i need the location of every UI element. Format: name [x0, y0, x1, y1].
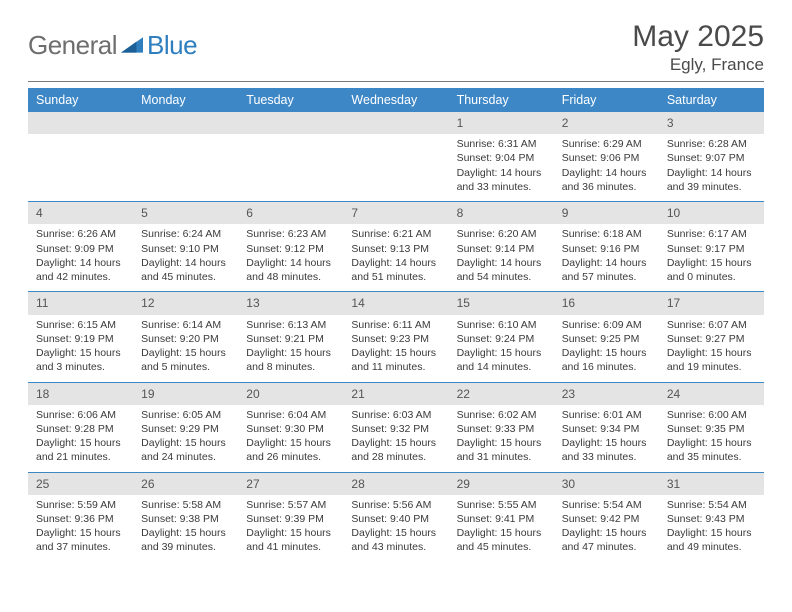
- weekday-header: Saturday: [659, 88, 764, 112]
- day-number-cell: 7: [343, 202, 448, 225]
- day-number-cell: 13: [238, 292, 343, 315]
- day-number-cell: 29: [449, 472, 554, 495]
- day-number-cell: [28, 112, 133, 134]
- day-number-cell: [133, 112, 238, 134]
- day-content-cell: Sunrise: 6:31 AMSunset: 9:04 PMDaylight:…: [449, 134, 554, 202]
- day-number-cell: 17: [659, 292, 764, 315]
- day-content-cell: Sunrise: 6:06 AMSunset: 9:28 PMDaylight:…: [28, 405, 133, 473]
- day-content-cell: Sunrise: 6:23 AMSunset: 9:12 PMDaylight:…: [238, 224, 343, 292]
- day-content-cell: Sunrise: 6:04 AMSunset: 9:30 PMDaylight:…: [238, 405, 343, 473]
- logo-text-blue: Blue: [147, 30, 197, 61]
- day-content-cell: Sunrise: 5:55 AMSunset: 9:41 PMDaylight:…: [449, 495, 554, 562]
- day-number-cell: 9: [554, 202, 659, 225]
- day-content-cell: Sunrise: 6:26 AMSunset: 9:09 PMDaylight:…: [28, 224, 133, 292]
- day-content-cell: Sunrise: 6:15 AMSunset: 9:19 PMDaylight:…: [28, 315, 133, 383]
- day-number-cell: 26: [133, 472, 238, 495]
- day-content-cell: Sunrise: 6:03 AMSunset: 9:32 PMDaylight:…: [343, 405, 448, 473]
- day-number-cell: 28: [343, 472, 448, 495]
- day-number-cell: 14: [343, 292, 448, 315]
- weekday-header: Wednesday: [343, 88, 448, 112]
- day-number-cell: 20: [238, 382, 343, 405]
- daynum-row: 45678910: [28, 202, 764, 225]
- logo-triangle-icon: [121, 35, 143, 57]
- day-content-cell: Sunrise: 6:10 AMSunset: 9:24 PMDaylight:…: [449, 315, 554, 383]
- daynum-row: 11121314151617: [28, 292, 764, 315]
- day-content-cell: Sunrise: 5:56 AMSunset: 9:40 PMDaylight:…: [343, 495, 448, 562]
- day-content-cell: Sunrise: 6:05 AMSunset: 9:29 PMDaylight:…: [133, 405, 238, 473]
- title-block: May 2025 Egly, France: [632, 20, 764, 75]
- day-content-cell: [28, 134, 133, 202]
- day-content-cell: Sunrise: 6:14 AMSunset: 9:20 PMDaylight:…: [133, 315, 238, 383]
- day-number-cell: 12: [133, 292, 238, 315]
- day-number-cell: 8: [449, 202, 554, 225]
- content-row: Sunrise: 6:26 AMSunset: 9:09 PMDaylight:…: [28, 224, 764, 292]
- logo: General Blue: [28, 20, 197, 61]
- day-number-cell: 18: [28, 382, 133, 405]
- day-number-cell: 22: [449, 382, 554, 405]
- day-number-cell: 21: [343, 382, 448, 405]
- day-number-cell: 3: [659, 112, 764, 134]
- day-number-cell: 15: [449, 292, 554, 315]
- content-row: Sunrise: 6:31 AMSunset: 9:04 PMDaylight:…: [28, 134, 764, 202]
- day-number-cell: 5: [133, 202, 238, 225]
- content-row: Sunrise: 5:59 AMSunset: 9:36 PMDaylight:…: [28, 495, 764, 562]
- day-content-cell: Sunrise: 6:29 AMSunset: 9:06 PMDaylight:…: [554, 134, 659, 202]
- day-content-cell: Sunrise: 5:54 AMSunset: 9:42 PMDaylight:…: [554, 495, 659, 562]
- day-number-cell: 30: [554, 472, 659, 495]
- day-content-cell: Sunrise: 6:17 AMSunset: 9:17 PMDaylight:…: [659, 224, 764, 292]
- daynum-row: 18192021222324: [28, 382, 764, 405]
- day-number-cell: [238, 112, 343, 134]
- day-number-cell: 16: [554, 292, 659, 315]
- content-row: Sunrise: 6:06 AMSunset: 9:28 PMDaylight:…: [28, 405, 764, 473]
- day-content-cell: Sunrise: 6:28 AMSunset: 9:07 PMDaylight:…: [659, 134, 764, 202]
- day-content-cell: Sunrise: 6:09 AMSunset: 9:25 PMDaylight:…: [554, 315, 659, 383]
- daynum-row: 123: [28, 112, 764, 134]
- daynum-row: 25262728293031: [28, 472, 764, 495]
- day-number-cell: 31: [659, 472, 764, 495]
- day-content-cell: Sunrise: 5:54 AMSunset: 9:43 PMDaylight:…: [659, 495, 764, 562]
- logo-text-general: General: [28, 30, 117, 61]
- day-content-cell: Sunrise: 5:57 AMSunset: 9:39 PMDaylight:…: [238, 495, 343, 562]
- day-content-cell: Sunrise: 5:59 AMSunset: 9:36 PMDaylight:…: [28, 495, 133, 562]
- weekday-header: Sunday: [28, 88, 133, 112]
- day-content-cell: [238, 134, 343, 202]
- day-number-cell: 24: [659, 382, 764, 405]
- day-content-cell: Sunrise: 6:18 AMSunset: 9:16 PMDaylight:…: [554, 224, 659, 292]
- day-content-cell: Sunrise: 6:02 AMSunset: 9:33 PMDaylight:…: [449, 405, 554, 473]
- content-row: Sunrise: 6:15 AMSunset: 9:19 PMDaylight:…: [28, 315, 764, 383]
- day-number-cell: 10: [659, 202, 764, 225]
- location: Egly, France: [632, 55, 764, 75]
- calendar-table: SundayMondayTuesdayWednesdayThursdayFrid…: [28, 88, 764, 562]
- weekday-header: Friday: [554, 88, 659, 112]
- weekday-header: Monday: [133, 88, 238, 112]
- day-number-cell: 6: [238, 202, 343, 225]
- day-content-cell: [133, 134, 238, 202]
- day-content-cell: Sunrise: 6:00 AMSunset: 9:35 PMDaylight:…: [659, 405, 764, 473]
- day-number-cell: 4: [28, 202, 133, 225]
- weekday-header-row: SundayMondayTuesdayWednesdayThursdayFrid…: [28, 88, 764, 112]
- day-content-cell: Sunrise: 6:13 AMSunset: 9:21 PMDaylight:…: [238, 315, 343, 383]
- day-number-cell: 2: [554, 112, 659, 134]
- day-content-cell: Sunrise: 6:21 AMSunset: 9:13 PMDaylight:…: [343, 224, 448, 292]
- day-content-cell: Sunrise: 6:24 AMSunset: 9:10 PMDaylight:…: [133, 224, 238, 292]
- weekday-header: Thursday: [449, 88, 554, 112]
- day-number-cell: 11: [28, 292, 133, 315]
- day-number-cell: 23: [554, 382, 659, 405]
- day-content-cell: Sunrise: 6:01 AMSunset: 9:34 PMDaylight:…: [554, 405, 659, 473]
- header: General Blue May 2025 Egly, France: [28, 20, 764, 75]
- day-number-cell: [343, 112, 448, 134]
- header-rule: [28, 81, 764, 82]
- day-number-cell: 25: [28, 472, 133, 495]
- day-content-cell: Sunrise: 5:58 AMSunset: 9:38 PMDaylight:…: [133, 495, 238, 562]
- day-content-cell: [343, 134, 448, 202]
- day-number-cell: 1: [449, 112, 554, 134]
- day-number-cell: 27: [238, 472, 343, 495]
- day-content-cell: Sunrise: 6:11 AMSunset: 9:23 PMDaylight:…: [343, 315, 448, 383]
- month-title: May 2025: [632, 20, 764, 53]
- day-content-cell: Sunrise: 6:07 AMSunset: 9:27 PMDaylight:…: [659, 315, 764, 383]
- day-content-cell: Sunrise: 6:20 AMSunset: 9:14 PMDaylight:…: [449, 224, 554, 292]
- day-number-cell: 19: [133, 382, 238, 405]
- weekday-header: Tuesday: [238, 88, 343, 112]
